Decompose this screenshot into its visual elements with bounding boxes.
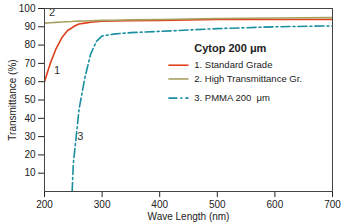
svg-text:1: 1: [54, 64, 60, 76]
svg-text:80: 80: [24, 39, 36, 50]
svg-text:Wave Length (nm): Wave Length (nm): [148, 211, 230, 222]
svg-text:Cytop 200 μm: Cytop 200 μm: [194, 42, 266, 54]
svg-text:50: 50: [24, 94, 36, 105]
svg-text:3: 3: [77, 130, 83, 142]
svg-text:2. High Transmittance Gr.: 2. High Transmittance Gr.: [194, 73, 302, 84]
svg-text:100: 100: [19, 3, 36, 14]
svg-text:300: 300: [94, 199, 111, 210]
svg-text:200: 200: [36, 199, 53, 210]
svg-text:3. PMMA 200 μm: 3. PMMA 200 μm: [194, 92, 270, 103]
svg-text:500: 500: [209, 199, 226, 210]
svg-text:70: 70: [24, 58, 36, 69]
svg-text:10: 10: [24, 167, 36, 178]
svg-text:2: 2: [49, 6, 55, 18]
svg-text:1. Standard Grade: 1. Standard Grade: [194, 59, 272, 70]
svg-text:Transmittance (%): Transmittance (%): [7, 59, 18, 140]
svg-text:40: 40: [24, 113, 36, 124]
svg-text:90: 90: [24, 21, 36, 32]
svg-text:600: 600: [267, 199, 284, 210]
svg-text:400: 400: [151, 199, 168, 210]
svg-text:20: 20: [24, 149, 36, 160]
svg-text:30: 30: [24, 131, 36, 142]
svg-text:700: 700: [324, 199, 341, 210]
svg-text:60: 60: [24, 76, 36, 87]
